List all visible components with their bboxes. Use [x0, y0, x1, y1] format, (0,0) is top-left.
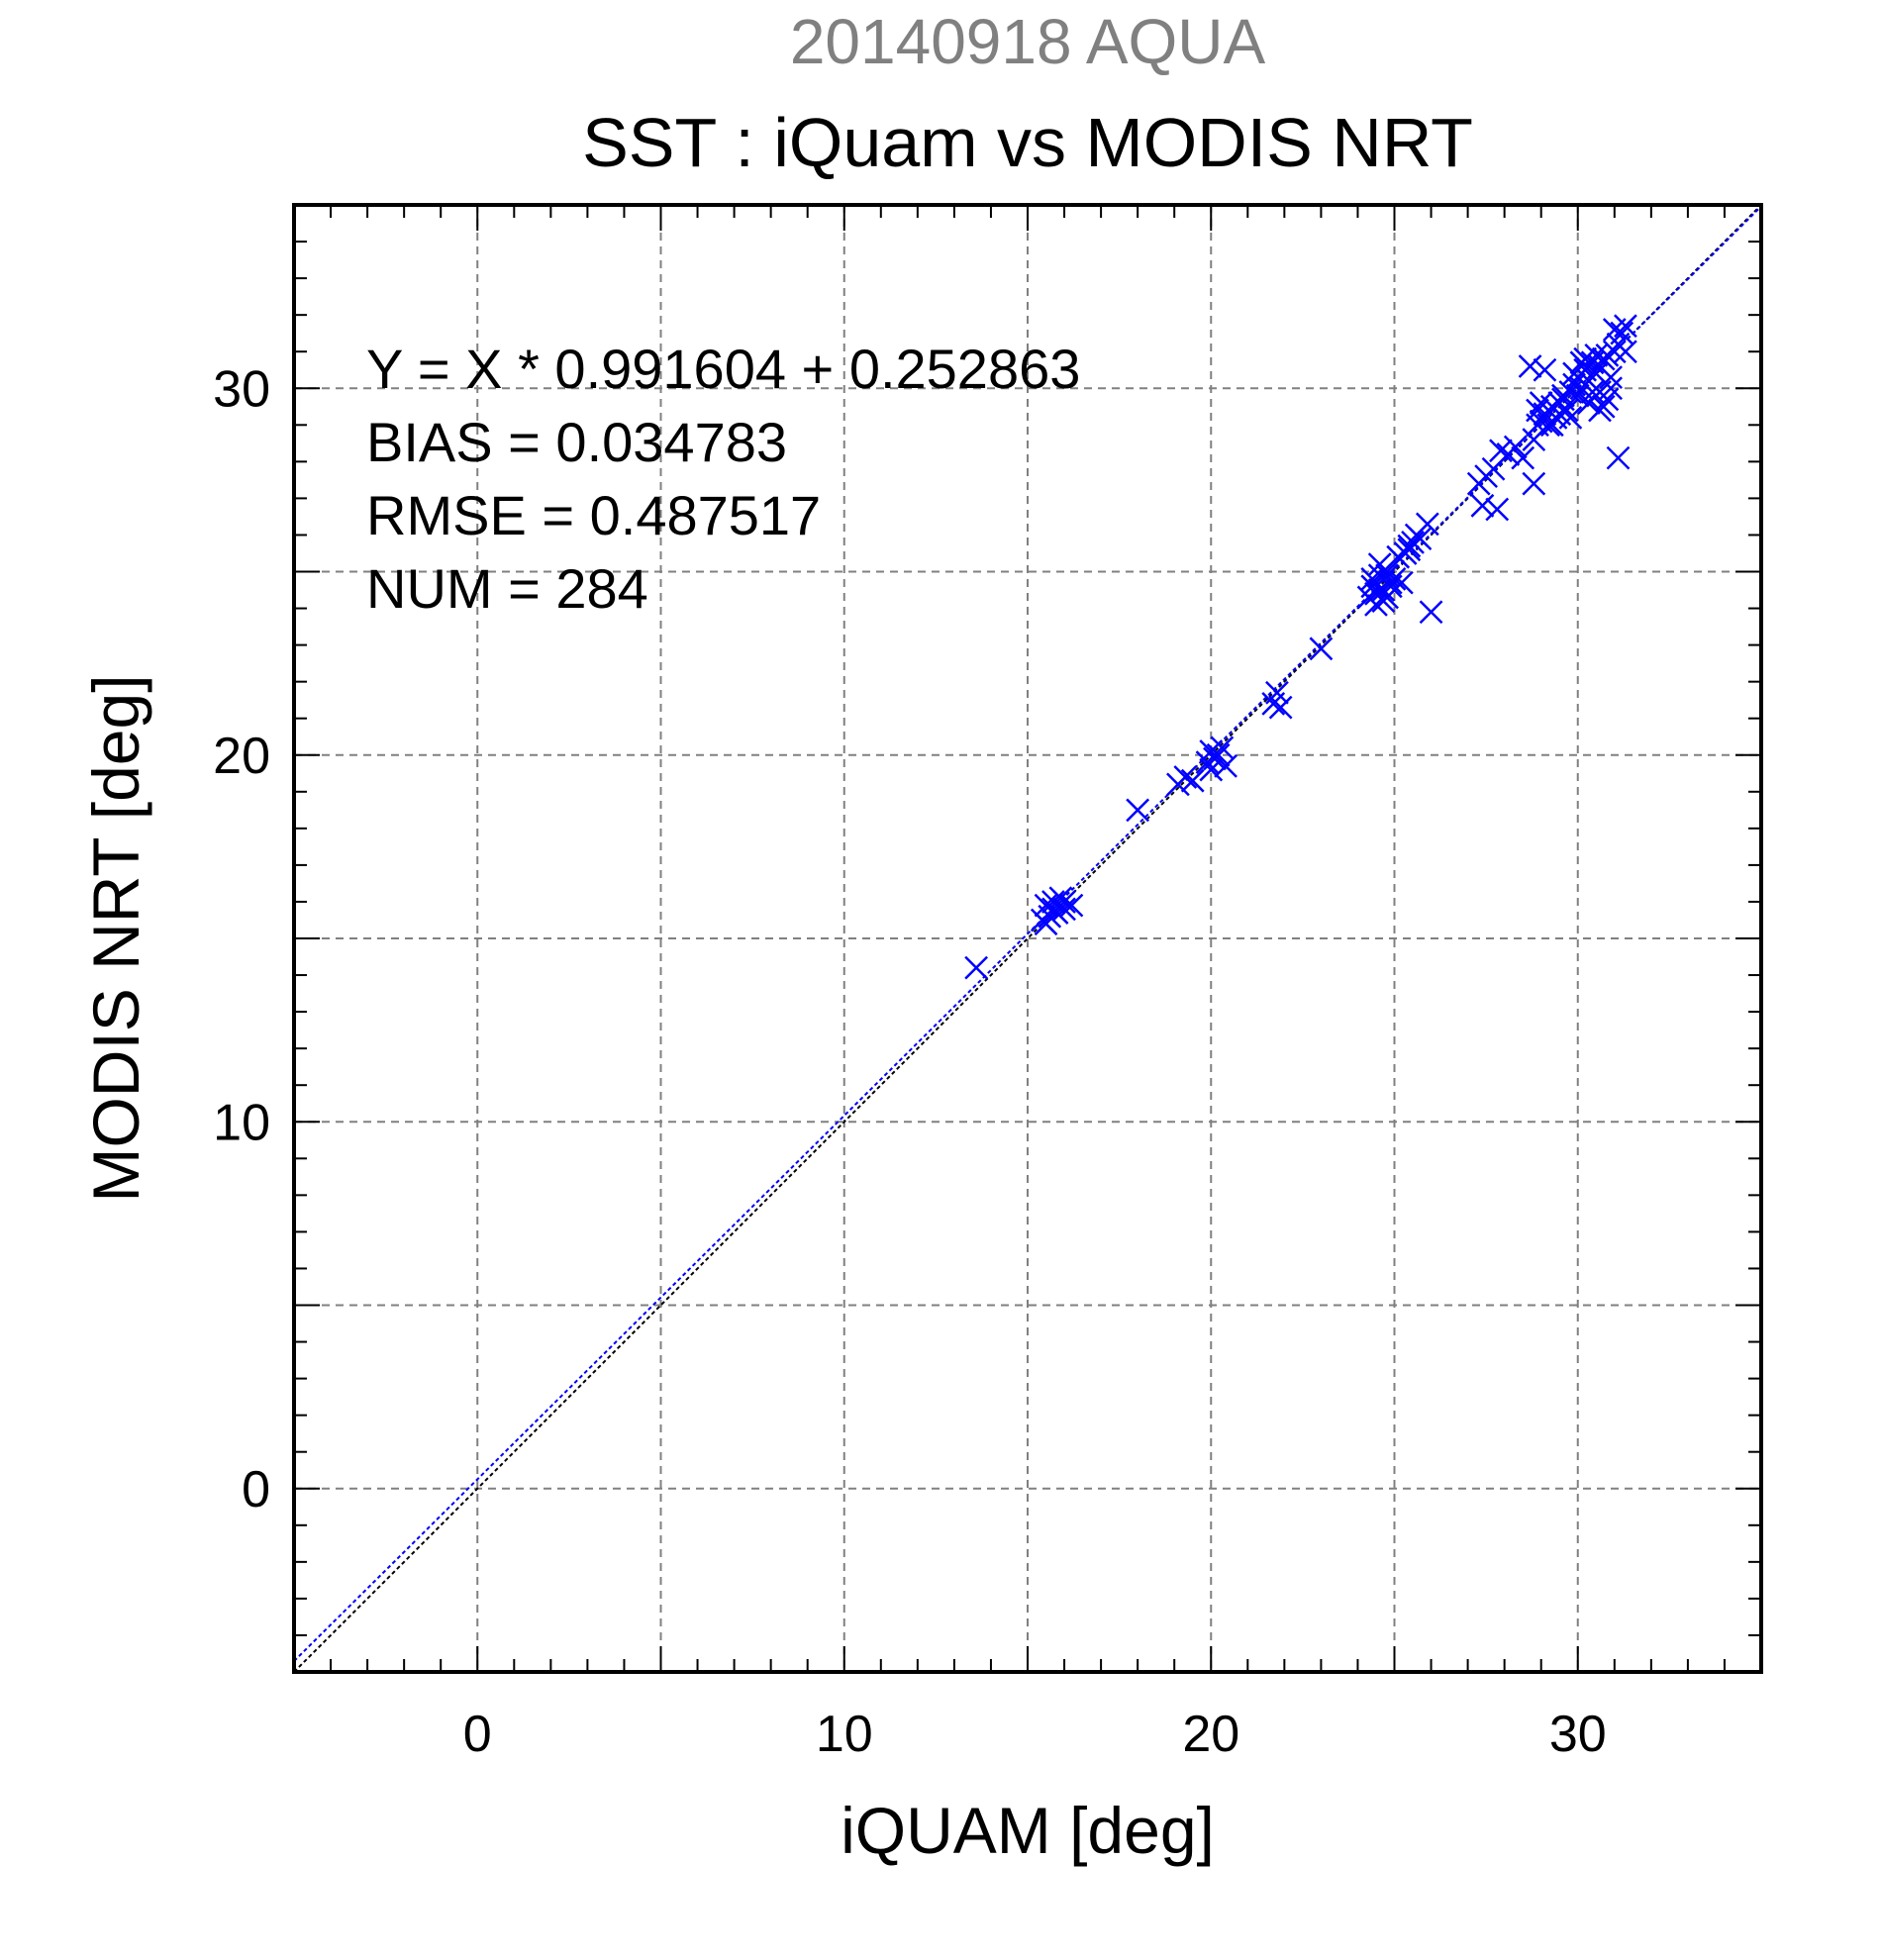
- data-point: [1375, 563, 1399, 588]
- data-point: [1565, 383, 1590, 408]
- data-point: [1309, 637, 1334, 661]
- data-point: [1199, 757, 1224, 782]
- data-point: [1606, 445, 1631, 470]
- data-point: [1364, 592, 1388, 617]
- stats-num: NUM = 284: [366, 557, 648, 620]
- y-axis-label: MODIS NRT [deg]: [79, 674, 152, 1202]
- chart-subtitle: 20140918 AQUA: [790, 6, 1266, 77]
- data-point: [1367, 552, 1392, 576]
- data-point: [1580, 380, 1605, 404]
- data-point: [1470, 493, 1495, 518]
- x-axis-label: iQUAM [deg]: [841, 1794, 1215, 1867]
- data-point: [1390, 570, 1414, 595]
- data-point: [1511, 445, 1535, 470]
- data-point: [1485, 497, 1510, 522]
- data-point: [1588, 380, 1612, 404]
- stats-equation: Y = X * 0.991604 + 0.252863: [366, 338, 1080, 400]
- data-point: [1173, 765, 1198, 789]
- stats-rmse: RMSE = 0.487517: [366, 484, 821, 546]
- data-point: [1610, 321, 1634, 345]
- data-point: [1041, 897, 1065, 922]
- data-point: [1052, 897, 1076, 922]
- tick-labels: 0 10 20 30 0 10 20 30: [213, 360, 1607, 1763]
- data-point: [1489, 439, 1513, 463]
- y-tick-label: 0: [242, 1461, 270, 1519]
- data-point: [1206, 742, 1231, 767]
- data-point: [1614, 340, 1637, 364]
- data-point: [1367, 578, 1392, 602]
- data-point: [1599, 365, 1623, 390]
- data-point: [964, 955, 989, 980]
- data-point: [1415, 512, 1439, 537]
- data-point: [1059, 893, 1084, 918]
- data-point: [1588, 398, 1612, 423]
- data-point: [1558, 406, 1583, 430]
- y-tick-label: 20: [213, 728, 270, 785]
- data-point: [1034, 912, 1058, 936]
- y-tick-label: 10: [213, 1094, 270, 1151]
- data-point: [1602, 318, 1627, 342]
- y-tick-label: 30: [213, 360, 270, 418]
- data-point: [1529, 391, 1553, 415]
- data-point: [1602, 340, 1627, 364]
- stats-box: Y = X * 0.991604 + 0.252863 BIAS = 0.034…: [366, 338, 1080, 620]
- data-points: [964, 314, 1637, 980]
- x-tick-label: 0: [463, 1706, 492, 1763]
- data-point: [1126, 798, 1150, 823]
- data-point: [1503, 435, 1528, 459]
- data-point: [1533, 357, 1557, 382]
- x-tick-label: 10: [816, 1706, 873, 1763]
- data-point: [1268, 695, 1293, 720]
- data-point: [1419, 600, 1443, 625]
- data-point: [1526, 413, 1549, 438]
- chart-title: SST : iQuam vs MODIS NRT: [582, 104, 1473, 181]
- data-point: [1360, 567, 1385, 591]
- data-point: [1522, 471, 1546, 496]
- data-point: [1052, 890, 1076, 914]
- data-point: [1214, 753, 1238, 778]
- x-tick-label: 20: [1182, 1706, 1239, 1763]
- data-point: [1562, 361, 1586, 386]
- data-point: [1569, 350, 1594, 375]
- data-point: [1210, 735, 1235, 760]
- x-tick-label: 30: [1549, 1706, 1607, 1763]
- plot-frame: [292, 203, 1763, 1674]
- data-point: [1518, 354, 1542, 378]
- data-point: [1401, 530, 1425, 554]
- data-point: [1180, 768, 1205, 793]
- data-point: [1397, 538, 1422, 562]
- data-point: [1265, 680, 1289, 705]
- grid-lines: [294, 205, 1761, 1672]
- data-point: [1551, 387, 1575, 412]
- stats-bias: BIAS = 0.034783: [366, 411, 787, 473]
